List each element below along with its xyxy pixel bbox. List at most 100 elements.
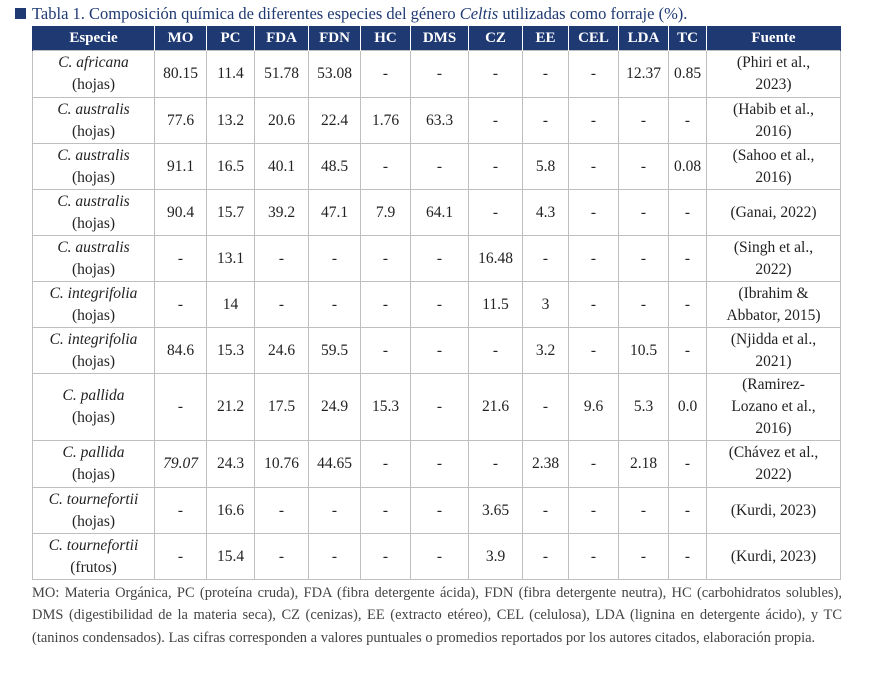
table-caption: Tabla 1. Composición química de diferent…	[15, 4, 865, 24]
value-cell-fda: -	[254, 533, 309, 580]
value-cell-ee: 3.2	[522, 327, 569, 374]
plant-part: (hojas)	[71, 512, 116, 530]
source-line: (Chávez et al.,	[728, 444, 819, 461]
value-cell-hc: -	[360, 143, 411, 190]
value-cell-ee: -	[522, 50, 569, 98]
value-cell-tc: -	[668, 440, 707, 488]
value-cell-fda: -	[254, 281, 309, 328]
table-header-row: Especie MO PC FDA FDN HC DMS CZ EE CEL LDA TC Fuente	[32, 26, 841, 51]
value-cell-dms: 63.3	[410, 97, 469, 144]
plant-part: (hojas)	[71, 76, 116, 93]
species-name: C. pallida	[62, 444, 125, 461]
value-cell-mo: -	[154, 533, 207, 580]
value-cell-hc: -	[360, 50, 411, 98]
source-line: Abbator, 2015)	[726, 306, 821, 324]
species-cell: C. tournefortii (frutos)	[32, 533, 155, 580]
table-row: C. australis (hojas) 91.1 16.5 40.1 48.5- - -5.…	[32, 143, 841, 190]
table-row: C. africana (hojas) 80.15 11.4 51.78 53.08- - -…	[32, 50, 841, 98]
value-cell-mo: 90.4	[154, 189, 207, 236]
species-cell: C. integrifolia (hojas)	[32, 327, 155, 374]
column-header: DMS	[410, 26, 469, 51]
table-row: C. australis (hojas) 90.4 15.7 39.2 47.1 7.9 64…	[32, 189, 841, 236]
source-cell: (Chávez et al., 2022)	[706, 440, 841, 488]
value-cell-fdn: 24.9	[308, 373, 361, 441]
species-name: C. australis	[57, 192, 130, 210]
value-cell-ee: 4.3	[522, 189, 569, 236]
species-name: C. tournefortii	[48, 536, 139, 554]
plant-part: (hojas)	[71, 122, 116, 140]
column-header: FDA	[254, 26, 309, 51]
value-cell-lda: -	[618, 533, 669, 580]
value-cell-mo: -	[154, 281, 207, 328]
value-cell-fdn: 47.1	[308, 189, 361, 236]
column-header: TC	[668, 26, 707, 51]
table-row: C. tournefortii (frutos) -15.4- - - -3.9- - - -(…	[32, 533, 841, 580]
value-cell-cz: -	[468, 327, 523, 374]
species-cell: C. australis (hojas)	[32, 235, 155, 282]
column-header: Fuente	[706, 26, 841, 51]
plant-part: (hojas)	[71, 409, 116, 426]
source-line: (Ganai, 2022)	[730, 203, 817, 221]
value-cell-lda: -	[618, 143, 669, 190]
source-cell: (Ibrahim & Abbator, 2015)	[706, 281, 841, 328]
value-cell-lda: -	[618, 189, 669, 236]
plant-part: (hojas)	[71, 168, 116, 186]
value-cell-pc: 16.5	[206, 143, 255, 190]
value-cell-tc: -	[668, 189, 707, 236]
plant-part: (hojas)	[71, 352, 116, 370]
value-cell-dms: -	[410, 373, 469, 441]
source-cell: (Ganai, 2022)	[706, 189, 841, 236]
source-line: (Kurdi, 2023)	[730, 547, 817, 565]
species-cell: C. pallida (hojas)	[32, 440, 155, 488]
plant-part: (hojas)	[71, 260, 116, 278]
value-cell-tc: -	[668, 487, 707, 534]
value-cell-cel: -	[568, 235, 619, 282]
value-cell-cz: -	[468, 440, 523, 488]
table-row: C. pallida (hojas) -21.2 17.5 24.9 15.3-21.6-…	[32, 373, 841, 441]
column-header: HC	[360, 26, 411, 51]
value-cell-hc: -	[360, 327, 411, 374]
caption-suffix: utilizadas como forraje (%).	[498, 4, 688, 23]
value-cell-cel: -	[568, 440, 619, 488]
value-cell-cz: -	[468, 189, 523, 236]
value-cell-ee: -	[522, 373, 569, 441]
source-line: (Phiri et al.,	[736, 54, 811, 71]
source-line: 2021)	[755, 352, 792, 370]
value-cell-tc: -	[668, 235, 707, 282]
value-cell-cel: -	[568, 97, 619, 144]
species-cell: C. australis (hojas)	[32, 143, 155, 190]
source-line: 2022)	[755, 466, 792, 483]
value-cell-ee: 3	[522, 281, 569, 328]
composition-table: Especie MO PC FDA FDN HC DMS CZ EE CEL LDA TC Fuente…	[32, 26, 841, 580]
value-cell-cel: -	[568, 189, 619, 236]
value-cell-mo: 77.6	[154, 97, 207, 144]
value-cell-cel: -	[568, 143, 619, 190]
source-line: 2016)	[755, 168, 792, 186]
value-cell-pc: 13.1	[206, 235, 255, 282]
value-cell-hc: -	[360, 487, 411, 534]
value-cell-hc: -	[360, 281, 411, 328]
species-name: C. integrifolia	[49, 330, 138, 348]
value-cell-fdn: 22.4	[308, 97, 361, 144]
table-row: C. integrifolia (hojas) -14- - - -11.5 3- - - (Ib…	[32, 281, 841, 328]
value-cell-dms: 64.1	[410, 189, 469, 236]
value-cell-cz: 16.48	[468, 235, 523, 282]
source-line: 2016)	[755, 420, 792, 437]
value-cell-dms: -	[410, 440, 469, 488]
value-cell-tc: 0.0	[668, 373, 707, 441]
value-cell-dms: -	[410, 50, 469, 98]
value-cell-cz: 3.65	[468, 487, 523, 534]
plant-part: (frutos)	[70, 558, 117, 576]
species-cell: C. pallida (hojas)	[32, 373, 155, 441]
source-line: Lozano et al.,	[731, 398, 816, 415]
value-cell-fdn: 44.65	[308, 440, 361, 488]
source-line: 2022)	[755, 260, 792, 278]
value-cell-hc: 7.9	[360, 189, 411, 236]
value-cell-fdn: 48.5	[308, 143, 361, 190]
value-cell-lda: 2.18	[618, 440, 669, 488]
value-cell-mo: -	[154, 235, 207, 282]
value-cell-hc: 1.76	[360, 97, 411, 144]
value-cell-fda: -	[254, 235, 309, 282]
value-cell-fda: 20.6	[254, 97, 309, 144]
species-name: C. africana	[58, 54, 129, 71]
